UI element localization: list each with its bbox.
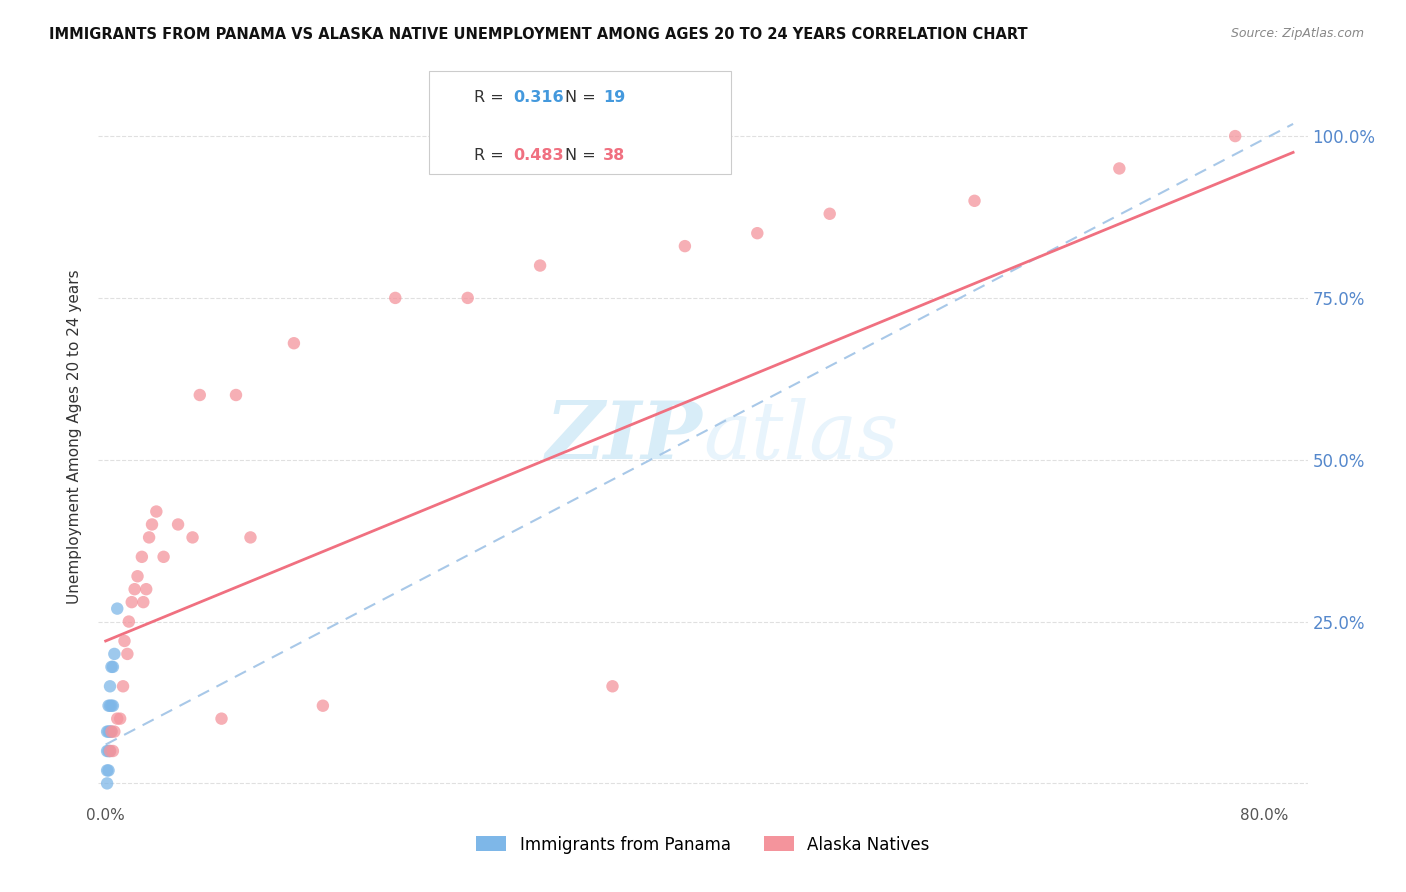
Point [118,615,141,629]
Point [747,226,769,240]
Point [167,517,190,532]
Point [108,712,131,726]
Point [283,336,305,351]
Point [602,679,624,693]
Point [100,660,122,674]
Point [96,764,118,778]
Point [96,724,118,739]
Point [98,744,121,758]
Point [96,776,118,790]
Point [145,504,167,518]
Point [98,679,121,693]
Text: N =: N = [565,148,602,162]
Y-axis label: Unemployment Among Ages 20 to 24 years: Unemployment Among Ages 20 to 24 years [67,269,83,605]
Point [100,698,122,713]
Text: ZIP: ZIP [546,399,703,475]
Point [97,764,120,778]
Point [152,549,174,564]
Text: R =: R = [474,90,509,104]
Point [211,712,233,726]
Point [131,549,153,564]
Point [103,647,125,661]
Point [101,744,124,758]
Text: 38: 38 [603,148,626,162]
Point [239,530,262,544]
Text: R =: R = [474,148,509,162]
Point [138,530,160,544]
Legend: Immigrants from Panama, Alaska Natives: Immigrants from Panama, Alaska Natives [470,829,936,860]
Point [100,724,122,739]
Point [96,744,118,758]
Point [1108,161,1130,176]
Point [121,595,143,609]
Point [225,388,247,402]
Point [98,698,121,713]
Text: Source: ZipAtlas.com: Source: ZipAtlas.com [1230,27,1364,40]
Point [963,194,986,208]
Point [112,679,135,693]
Point [100,724,122,739]
Point [105,712,128,726]
Point [529,259,551,273]
Point [114,634,136,648]
Text: N =: N = [565,90,602,104]
Point [135,582,157,597]
Point [98,744,121,758]
Point [97,724,120,739]
Point [101,660,124,674]
Point [141,517,163,532]
Point [673,239,696,253]
Point [1225,129,1247,144]
Point [103,724,125,739]
Point [181,530,204,544]
Text: atlas: atlas [703,399,898,475]
Point [188,388,211,402]
Point [97,698,120,713]
Point [818,207,841,221]
Point [98,724,121,739]
Point [132,595,155,609]
Text: 0.316: 0.316 [513,90,564,104]
Point [127,569,149,583]
Point [101,698,124,713]
Text: 19: 19 [603,90,626,104]
Point [384,291,406,305]
Point [124,582,146,597]
Point [312,698,335,713]
Text: IMMIGRANTS FROM PANAMA VS ALASKA NATIVE UNEMPLOYMENT AMONG AGES 20 TO 24 YEARS C: IMMIGRANTS FROM PANAMA VS ALASKA NATIVE … [49,27,1028,42]
Point [117,647,139,661]
Text: 0.483: 0.483 [513,148,564,162]
Point [105,601,128,615]
Point [457,291,479,305]
Point [97,744,120,758]
